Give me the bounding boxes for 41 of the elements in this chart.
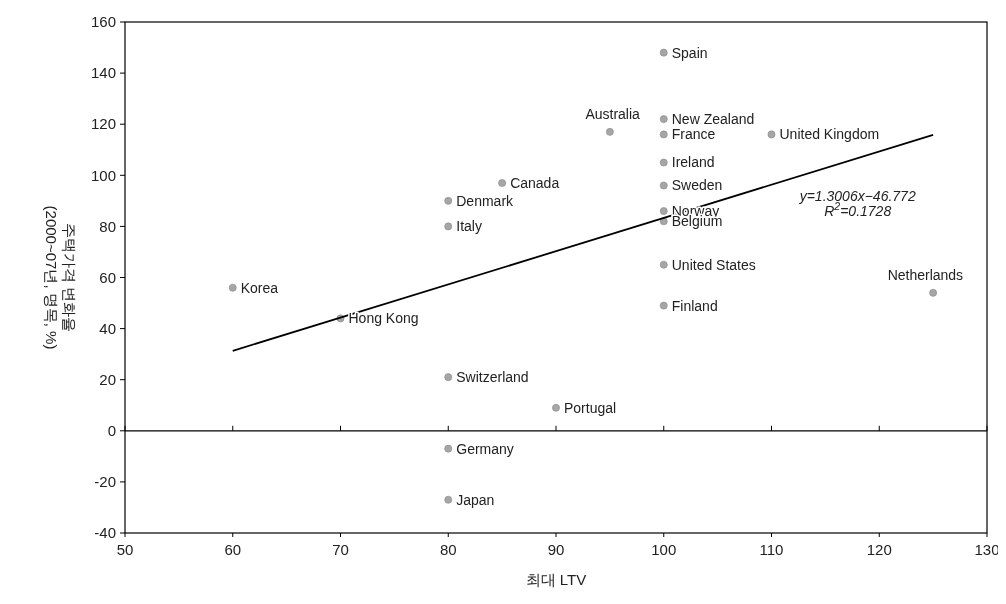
y-tick-label: 20: [99, 370, 116, 388]
y-tick-label: -40: [94, 524, 116, 542]
y-axis-title: 주택가격 변화율 (2000~07년, 명목, %): [43, 205, 78, 350]
annotation: Australia: [585, 105, 641, 122]
y-tick-label: 60: [99, 268, 116, 286]
y-tick-label: 80: [99, 217, 116, 235]
y-tick-label: 100: [90, 166, 116, 184]
annotation: France: [671, 126, 716, 143]
annotation: Italy: [456, 218, 482, 235]
annotation: United Kingdom: [779, 126, 880, 143]
y-tick-label: 140: [90, 64, 116, 82]
x-tick-label: 60: [224, 541, 242, 558]
annotation: Netherlands: [887, 266, 964, 283]
annotation: Denmark: [456, 192, 515, 209]
annotation: United States: [671, 256, 756, 273]
annotation: Japan: [456, 491, 495, 508]
y-tick-label: -20: [94, 473, 116, 491]
x-tick-label: 80: [439, 541, 457, 558]
x-tick-label: 50: [116, 541, 134, 558]
x-tick-label: 100: [651, 541, 677, 558]
annotation: Korea: [240, 279, 279, 296]
y-tick-label: 160: [90, 13, 116, 31]
x-tick-label: 120: [866, 541, 892, 558]
annotation: Hong Kong: [348, 310, 419, 327]
annotation: Ireland: [671, 154, 715, 171]
annotation: Switzerland: [456, 369, 529, 386]
annotation: Sweden: [671, 177, 723, 194]
annotation: New Zealand: [671, 110, 755, 127]
y-tick-label: 0: [107, 422, 116, 440]
annotation: Finland: [671, 297, 718, 314]
annotation: Portugal: [564, 399, 617, 416]
x-tick-label: 90: [547, 541, 565, 558]
x-tick-label: 70: [332, 541, 349, 558]
x-axis-title: 최대 LTV: [525, 571, 587, 588]
annotation: y=1.3006x−46.772 R$^{2}$=0.1728: [798, 187, 916, 220]
y-tick-label: 120: [90, 115, 116, 133]
annotation: Germany: [456, 440, 514, 457]
x-tick-label: 110: [759, 541, 784, 558]
annotation: Canada: [510, 174, 560, 191]
y-tick-label: 40: [99, 319, 116, 337]
annotation: Spain: [671, 44, 708, 61]
